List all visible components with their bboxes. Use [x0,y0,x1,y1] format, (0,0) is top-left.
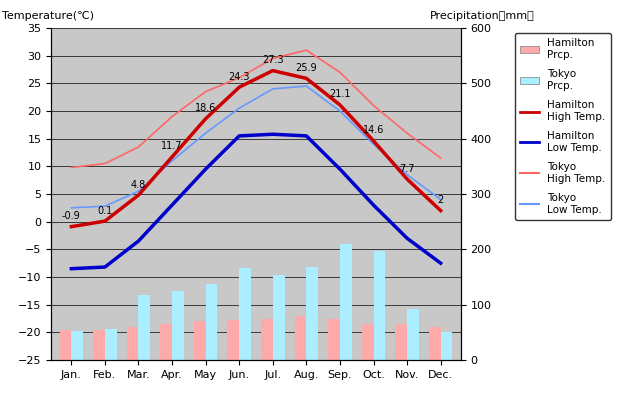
Bar [160,324,172,360]
Bar [328,318,340,360]
Bar [307,267,318,360]
Text: 18.6: 18.6 [195,103,216,113]
Bar [71,331,83,360]
Bar [294,316,307,360]
Text: 24.3: 24.3 [228,72,250,82]
Text: Precipitation（mm）: Precipitation（mm） [430,11,534,21]
Bar [172,291,184,360]
Text: 25.9: 25.9 [296,63,317,73]
Bar [340,244,352,360]
Text: 21.1: 21.1 [329,89,351,99]
Bar [362,324,374,360]
Bar [374,251,385,360]
Bar [273,275,285,360]
Text: 14.6: 14.6 [363,125,384,135]
Bar [227,320,239,360]
Bar [441,332,452,360]
Bar [396,324,407,360]
Bar [205,284,218,360]
Bar [239,268,251,360]
Bar [127,327,138,360]
Text: 27.3: 27.3 [262,55,284,65]
Bar [429,327,441,360]
Text: 11.7: 11.7 [161,141,183,151]
Text: -0.9: -0.9 [62,211,81,221]
Legend: Hamilton
Prcp., Tokyo
Prcp., Hamilton
High Temp., Hamilton
Low Temp., Tokyo
High: Hamilton Prcp., Tokyo Prcp., Hamilton Hi… [515,33,611,220]
Text: Temperature(℃): Temperature(℃) [2,11,94,21]
Text: 4.8: 4.8 [131,180,146,190]
Bar [93,330,105,360]
Bar [194,321,205,360]
Bar [105,329,116,360]
Text: 0.1: 0.1 [97,206,113,216]
Bar [138,295,150,360]
Bar [60,330,71,360]
Text: 2: 2 [438,195,444,205]
Text: 7.7: 7.7 [399,164,415,174]
Bar [407,308,419,360]
Bar [261,318,273,360]
